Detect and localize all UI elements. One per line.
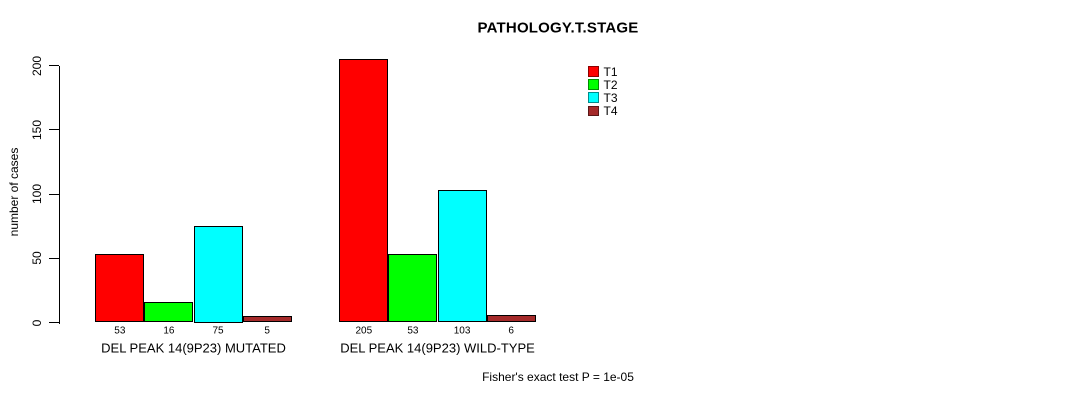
category-label: DEL PEAK 14(9P23) MUTATED [101, 340, 286, 356]
legend: T1 T2 T3 T4 [588, 65, 618, 117]
y-tick-label: 0 [30, 319, 44, 326]
legend-label: T4 [603, 103, 618, 118]
legend-label: T1 [603, 64, 618, 79]
legend-item-t4: T4 [588, 104, 618, 117]
chart-title: PATHOLOGY.T.STAGE [477, 19, 639, 37]
bar-t3 [437, 190, 487, 323]
bar-value-label: 53 [114, 325, 126, 337]
y-tick [49, 257, 59, 259]
y-axis-label: number of cases [7, 147, 21, 237]
y-tick [49, 322, 59, 323]
legend-label: T3 [603, 90, 618, 105]
legend-item-t2: T2 [588, 78, 618, 91]
y-tick-label: 100 [30, 183, 44, 205]
legend-item-t1: T1 [588, 65, 618, 78]
bar-value-label: 5 [264, 325, 270, 337]
bar-value-label: 103 [453, 325, 471, 337]
category-label: DEL PEAK 14(9P23) WILD-TYPE [340, 340, 535, 356]
bar-t1 [95, 254, 145, 323]
legend-swatch-icon [588, 92, 599, 103]
legend-swatch-icon [588, 79, 599, 90]
bar-t2 [144, 301, 194, 323]
y-axis-line [59, 65, 60, 324]
bar-value-label: 16 [163, 325, 175, 337]
y-tick [49, 65, 59, 66]
bar-t4 [242, 316, 292, 323]
bar-t2 [388, 254, 438, 323]
legend-swatch-icon [588, 66, 599, 77]
y-tick [49, 193, 59, 195]
bar-t4 [486, 314, 536, 323]
y-tick-label: 200 [30, 55, 44, 76]
stat-test-caption: Fisher's exact test P = 1e-05 [482, 370, 634, 384]
bar-value-label: 205 [355, 325, 373, 337]
legend-label: T2 [603, 77, 618, 92]
bar-t3 [193, 226, 243, 323]
y-tick-label: 50 [30, 251, 44, 265]
bar-value-label: 75 [212, 325, 224, 337]
legend-item-t3: T3 [588, 91, 618, 104]
legend-swatch-icon [588, 105, 599, 117]
bar-value-label: 53 [407, 325, 419, 337]
bar-t1 [339, 59, 389, 323]
y-tick [49, 129, 59, 131]
y-tick-label: 150 [30, 119, 44, 140]
bar-value-label: 6 [508, 325, 514, 337]
